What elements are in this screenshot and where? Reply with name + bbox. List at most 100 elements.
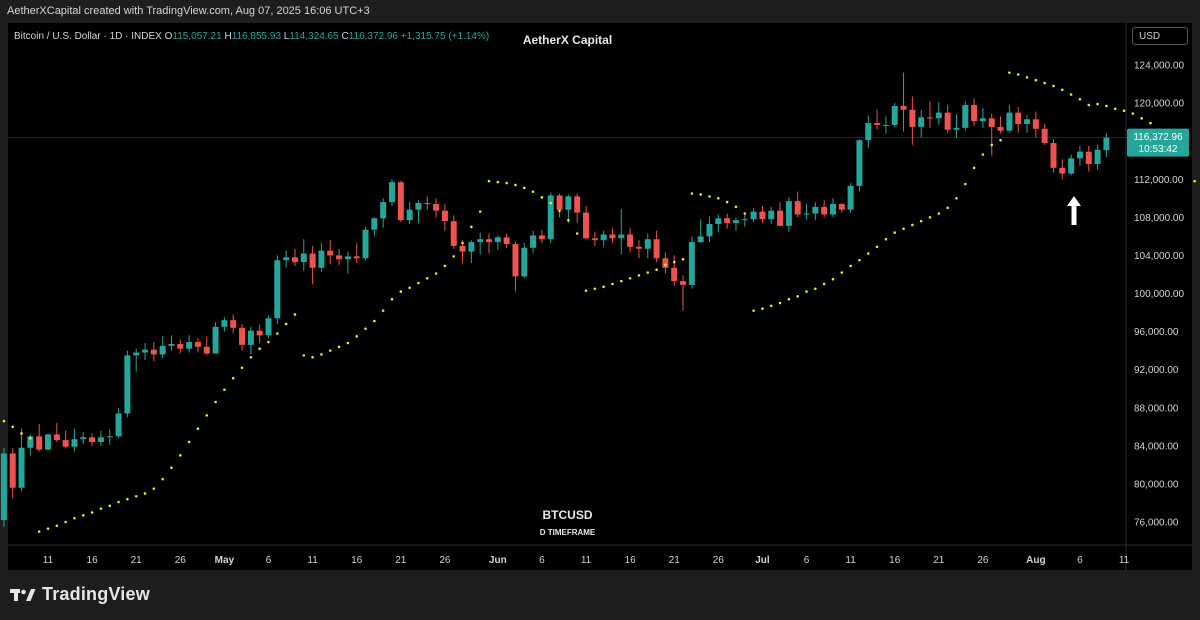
sar-dot xyxy=(831,277,835,281)
sar-dot xyxy=(337,345,341,349)
sar-dot xyxy=(928,216,932,219)
sar-dot xyxy=(1069,93,1073,96)
sar-dot xyxy=(196,427,200,430)
candle-body xyxy=(829,204,836,215)
candle-body xyxy=(724,218,731,224)
time-tick-label: 11 xyxy=(581,555,592,566)
price-tick-label: 92,000.00 xyxy=(1134,365,1179,376)
sar-dot xyxy=(1016,73,1020,76)
sar-dot xyxy=(258,347,261,351)
candle-body xyxy=(750,211,757,220)
sar-dot xyxy=(134,494,138,498)
sar-dot xyxy=(1043,81,1046,85)
sar-dot xyxy=(717,196,720,200)
sar-dot xyxy=(293,313,297,316)
chart-frame[interactable] xyxy=(8,23,1192,570)
time-tick-label: 11 xyxy=(845,555,856,566)
sar-dot xyxy=(1061,88,1064,92)
candle-body xyxy=(486,239,492,243)
sar-dot xyxy=(1052,84,1055,88)
candle-body xyxy=(874,123,881,125)
candle-body xyxy=(309,253,316,268)
sar-dot xyxy=(443,264,447,268)
candle-body xyxy=(821,206,828,215)
candle-body xyxy=(62,440,69,447)
candle-body xyxy=(521,247,528,277)
sar-dot xyxy=(284,322,288,326)
legend-close-label: C xyxy=(341,31,349,42)
sar-dot xyxy=(1096,102,1099,106)
sar-dot xyxy=(399,290,403,293)
sar-dot xyxy=(81,514,85,517)
candle-body xyxy=(856,140,863,186)
sar-dot xyxy=(302,354,306,357)
footer: TradingView xyxy=(0,572,1200,620)
time-tick-label: Jun xyxy=(489,555,507,566)
candle-body xyxy=(706,223,713,237)
sar-dot xyxy=(778,301,782,305)
candle-body xyxy=(0,453,7,521)
candle-body xyxy=(115,413,122,437)
sar-dot xyxy=(434,272,438,275)
time-tick-label: 21 xyxy=(933,555,945,566)
up-arrow-icon xyxy=(1067,196,1081,225)
sar-dot xyxy=(1105,104,1108,108)
sar-dot xyxy=(1122,109,1126,112)
currency-selector[interactable]: USD xyxy=(1132,27,1188,45)
time-tick-label: May xyxy=(215,555,235,566)
candle-body xyxy=(838,204,845,210)
sar-dot xyxy=(320,353,323,356)
candle-body xyxy=(459,245,466,252)
sar-dot xyxy=(276,332,279,335)
sar-dot xyxy=(249,355,253,359)
candle-body xyxy=(785,201,792,226)
time-tick-label: 21 xyxy=(395,555,407,566)
sar-dot xyxy=(205,414,209,417)
candle-body xyxy=(283,257,290,261)
candle-body xyxy=(1041,128,1048,144)
candle-body xyxy=(1032,119,1039,129)
candle-body xyxy=(574,196,581,213)
sar-dot xyxy=(611,282,614,286)
price-tick-label: 100,000.00 xyxy=(1134,289,1184,300)
sar-dot xyxy=(408,286,411,290)
sar-dot xyxy=(1087,103,1091,107)
sar-dot xyxy=(1113,107,1117,111)
time-tick-label: 16 xyxy=(87,555,99,566)
sar-dot xyxy=(972,166,976,170)
candle-body xyxy=(212,326,219,354)
candle-body xyxy=(1094,149,1101,165)
time-tick-label: 6 xyxy=(266,555,272,566)
sar-dot xyxy=(628,276,632,280)
candle-body xyxy=(142,349,149,353)
sar-dot xyxy=(1025,76,1029,79)
price-tick-label: 88,000.00 xyxy=(1134,403,1179,414)
sar-dot xyxy=(505,181,508,185)
tradingview-logo[interactable]: TradingView xyxy=(10,584,150,605)
candle-body xyxy=(891,105,898,125)
sar-dot xyxy=(461,241,464,245)
sar-dot xyxy=(11,425,15,429)
candle-body xyxy=(1068,158,1075,174)
sar-dot xyxy=(734,205,738,209)
time-tick-label: 26 xyxy=(175,555,187,566)
candle-body xyxy=(159,345,166,355)
sar-dot xyxy=(549,201,553,205)
sar-dot xyxy=(496,180,500,184)
sar-dot xyxy=(575,232,579,235)
candle-body xyxy=(627,234,634,247)
sar-dot xyxy=(425,276,429,280)
candle-body xyxy=(388,182,395,203)
candle-body xyxy=(494,237,501,243)
candle-body xyxy=(1059,167,1066,174)
sar-dot xyxy=(223,388,226,391)
last-price-label: 116,372.96 xyxy=(1133,132,1183,143)
sar-dot xyxy=(999,138,1002,142)
sar-dot xyxy=(963,182,967,186)
candle-body xyxy=(194,342,201,347)
legend-change: +1,315.75 (+1.14%) xyxy=(400,31,490,42)
candle-body xyxy=(1050,143,1057,168)
candle-body xyxy=(97,437,104,443)
candle-body xyxy=(477,239,484,243)
